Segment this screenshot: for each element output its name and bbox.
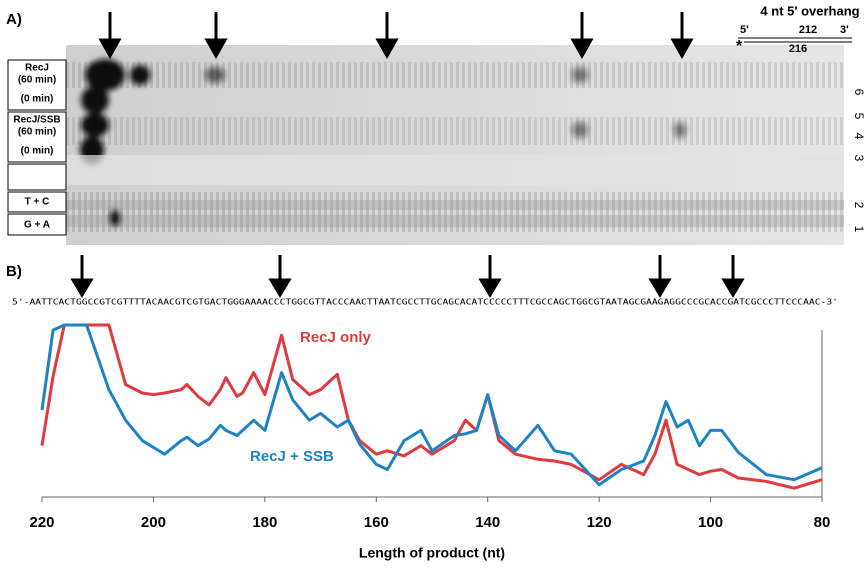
x-axis-label: Length of product (nt)	[359, 545, 505, 561]
overhang-end: 5'	[740, 24, 749, 36]
sequence: 5'-AATTCACTGGCCGTCGTTTTACAACGTCGTGACTGGG…	[12, 298, 838, 307]
lane-number: 1	[852, 226, 866, 233]
arrows-b	[70, 255, 745, 298]
x-tick-label: 100	[698, 514, 723, 531]
overhang-diagram: 4 nt 5' overhang 5' 212 3' * 216	[736, 3, 860, 55]
lane-label: (0 min)	[21, 146, 54, 157]
lane-label: (60 min)	[18, 127, 56, 138]
x-tick-label: 200	[141, 514, 166, 531]
lane-label: G + A	[24, 220, 50, 231]
panel-label: B)	[6, 263, 22, 280]
lane-number: 3	[852, 155, 866, 162]
x-tick-label: 120	[587, 514, 612, 531]
overhang-length: 216	[789, 43, 807, 55]
x-tick-label: 80	[814, 514, 831, 531]
panel-label: A)	[6, 11, 22, 28]
lane-number: 6	[852, 89, 866, 96]
lane-number: 4	[852, 133, 866, 140]
x-tick-label: 220	[29, 514, 54, 531]
lane-label: RecJ/SSB	[13, 115, 60, 126]
gel-image	[66, 45, 844, 245]
lane-number: 2	[852, 202, 866, 209]
x-tick-label: 180	[252, 514, 277, 531]
overhang-length: 212	[799, 24, 817, 36]
lane-labels	[7, 59, 67, 236]
x-tick-label: 160	[364, 514, 389, 531]
series-line	[40, 323, 823, 487]
x-tick-label: 140	[475, 514, 500, 531]
series-line	[40, 323, 823, 490]
series-label: RecJ only	[300, 329, 372, 346]
lane-label: RecJ	[25, 63, 49, 74]
overhang-title: 4 nt 5' overhang	[760, 3, 859, 18]
arrows-a	[98, 12, 694, 60]
lane-number: 5	[852, 113, 866, 120]
lane-label: (0 min)	[21, 94, 54, 105]
lane-numbers: 6 5 4 3 2 1	[852, 89, 866, 233]
lane-label: (60 min)	[18, 75, 56, 86]
lane-label: T + C	[25, 197, 50, 208]
series-label: RecJ + SSB	[250, 448, 334, 465]
label-mark: *	[736, 38, 743, 55]
overhang-end: 3'	[840, 24, 849, 36]
